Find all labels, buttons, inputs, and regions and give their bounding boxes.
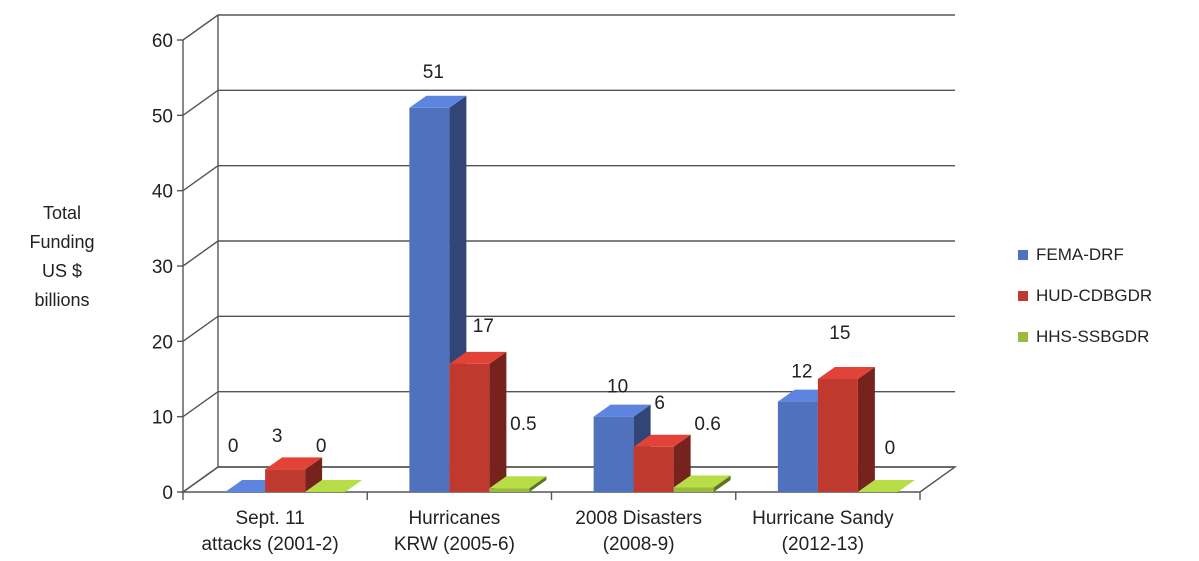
bar-top-0-1 [409, 95, 467, 108]
grid-side-5 [182, 89, 219, 116]
bar-top-2-1 [489, 476, 547, 489]
bar-side-1-3 [857, 367, 875, 492]
legend: FEMA-DRF HUD-CDBGDR HHS-SSBGDR [1018, 244, 1152, 367]
legend-label-hhs: HHS-SSBGDR [1036, 327, 1150, 346]
y-tick-label-0: 0 [162, 483, 173, 504]
x-category-label-2-1: (2008-9) [603, 534, 675, 555]
grid-side-3 [182, 240, 219, 267]
legend-label-hud: HUD-CDBGDR [1036, 286, 1153, 305]
bar-1-3 [817, 379, 858, 492]
grid-side-1 [182, 391, 219, 418]
data-label-0-0: 0 [228, 436, 239, 457]
legend-item-fema: FEMA-DRF [1018, 244, 1152, 266]
legend-label-fema: FEMA-DRF [1036, 245, 1124, 264]
bar-top-1-1 [449, 351, 507, 364]
x-category-label-1-1: KRW (2005-6) [394, 534, 515, 555]
data-label-1-0: 3 [272, 426, 283, 447]
y-tick-label-3: 30 [152, 257, 173, 278]
y-axis-label-1: Funding [29, 232, 94, 252]
bar-top-2-2 [673, 475, 731, 488]
x-category-label-3-1: (2012-13) [782, 534, 864, 555]
data-label-0-3: 12 [791, 362, 812, 383]
data-label-2-2: 0.6 [694, 414, 720, 435]
bar-side-2-2 [713, 475, 731, 492]
x-category-label-2-0: 2008 Disasters [575, 508, 702, 529]
bar-side-1-2 [673, 434, 691, 492]
y-tick-label-6: 60 [152, 31, 173, 52]
bar-side-1-0 [305, 457, 323, 492]
legend-swatch-fema [1018, 250, 1028, 260]
bar-top-0-2 [593, 404, 651, 417]
legend-swatch-hud [1018, 291, 1028, 301]
data-label-1-2: 6 [654, 393, 665, 414]
data-label-1-3: 15 [829, 323, 850, 344]
x-category-label-0-0: Sept. 11 [235, 508, 304, 529]
x-category-label-3-0: Hurricane Sandy [752, 508, 894, 529]
grid-side-6 [182, 14, 219, 41]
bar-top-1-0 [265, 457, 323, 470]
bar-0-1 [409, 107, 450, 493]
bar-0-2 [593, 416, 634, 492]
x-category-label-1-0: Hurricanes [408, 508, 500, 529]
x-category-label-0-1: attacks (2001-2) [201, 534, 338, 555]
legend-item-hud: HUD-CDBGDR [1018, 285, 1152, 307]
bar-top-2-3 [857, 480, 915, 492]
bar-top-1-3 [817, 367, 875, 379]
bar-side-1-1 [489, 351, 507, 492]
data-label-2-0: 0 [316, 436, 327, 457]
legend-item-hhs: HHS-SSBGDR [1018, 326, 1152, 348]
bar-side-2-1 [529, 476, 547, 492]
y-tick-label-4: 40 [152, 182, 173, 203]
bar-1-0 [265, 469, 306, 492]
grid-side-4 [182, 165, 219, 192]
data-label-0-1: 51 [423, 62, 444, 83]
bar-2-1 [489, 488, 530, 492]
data-label-2-1: 0.5 [510, 414, 536, 435]
legend-swatch-hhs [1018, 332, 1028, 342]
grid-side-2 [182, 315, 219, 342]
data-label-1-1: 17 [473, 316, 494, 337]
bar-2-2 [673, 487, 714, 492]
y-tick-label-2: 20 [152, 332, 173, 353]
y-axis-label-3: billions [34, 290, 89, 310]
y-tick-label-1: 10 [152, 408, 173, 429]
data-label-0-2: 10 [607, 377, 628, 398]
bar-0-3 [777, 401, 818, 492]
bar-top-1-2 [633, 434, 691, 447]
bar-1-2 [633, 446, 674, 492]
bar-top-2-0 [305, 480, 363, 492]
data-label-2-3: 0 [885, 438, 896, 459]
y-axis-label-2: US $ [42, 261, 82, 281]
y-axis-label-0: Total [43, 203, 81, 223]
bar-1-1 [449, 363, 490, 492]
y-tick-label-5: 50 [152, 106, 173, 127]
